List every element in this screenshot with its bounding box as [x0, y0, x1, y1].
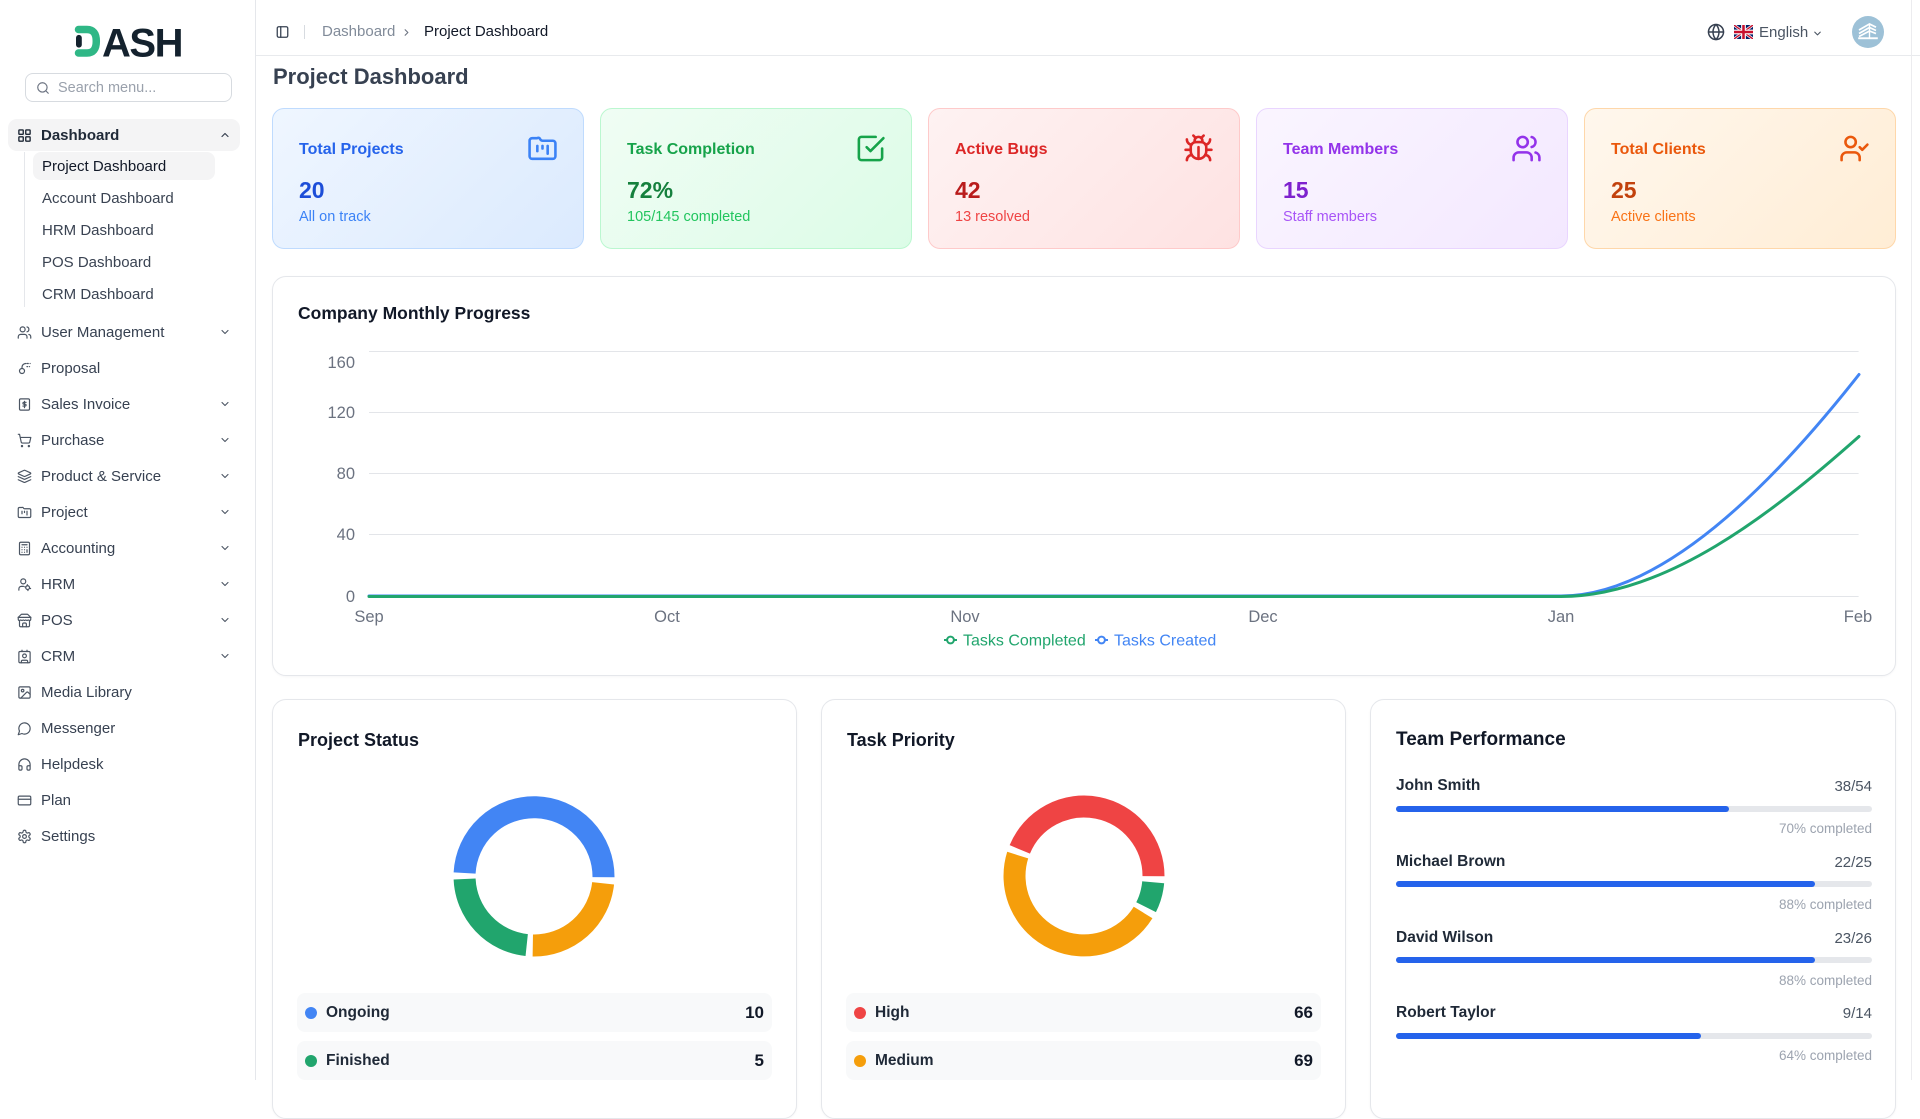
- svg-text:Sep: Sep: [354, 608, 383, 626]
- svg-text:Feb: Feb: [1844, 608, 1872, 626]
- svg-text:Nov: Nov: [950, 608, 980, 626]
- svg-text:Tasks Created: Tasks Created: [1114, 633, 1216, 650]
- svg-text:ASH: ASH: [102, 22, 182, 60]
- svg-text:Oct: Oct: [654, 608, 680, 626]
- svg-text:120: 120: [327, 404, 355, 422]
- svg-text:Dec: Dec: [1248, 608, 1277, 626]
- svg-text:0: 0: [346, 588, 355, 606]
- svg-text:Tasks Completed: Tasks Completed: [963, 633, 1086, 650]
- svg-text:80: 80: [337, 465, 355, 483]
- svg-text:160: 160: [327, 354, 355, 372]
- svg-text:Jan: Jan: [1548, 608, 1575, 626]
- svg-text:40: 40: [337, 526, 355, 544]
